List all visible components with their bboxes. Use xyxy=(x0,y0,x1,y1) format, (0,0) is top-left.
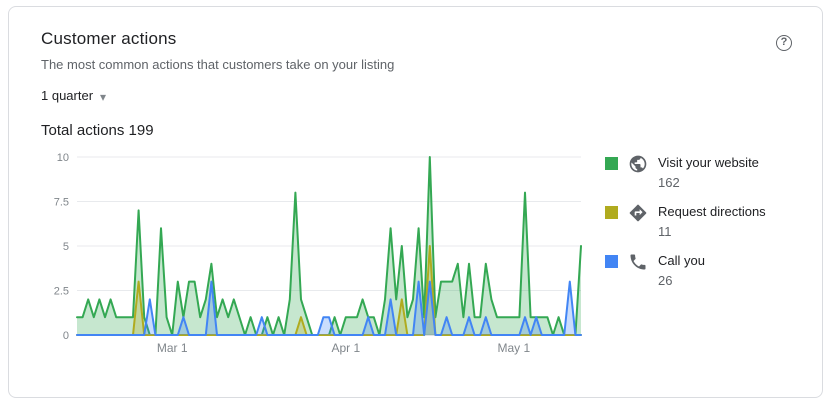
help-button[interactable]: ? xyxy=(776,33,792,51)
svg-text:5: 5 xyxy=(63,241,69,253)
legend-swatch-request-directions xyxy=(605,206,618,219)
legend-value: 162 xyxy=(658,175,680,190)
chart-legend: Visit your website 162 Request direction… xyxy=(605,155,766,288)
total-actions-label: Total actions 199 xyxy=(41,122,154,139)
legend-label: Request directions xyxy=(658,204,766,219)
period-dropdown[interactable]: 1 quarter ▾ xyxy=(41,88,106,103)
legend-text: Visit your website 162 xyxy=(658,155,759,190)
svg-text:10: 10 xyxy=(57,152,69,164)
page-title: Customer actions xyxy=(41,29,177,48)
legend-swatch-visit-website xyxy=(605,157,618,170)
svg-text:May 1: May 1 xyxy=(497,341,530,355)
phone-icon xyxy=(628,252,648,272)
help-icon: ? xyxy=(776,34,792,51)
legend-text: Request directions 11 xyxy=(658,204,766,239)
legend-swatch-call-you xyxy=(605,255,618,268)
legend-item-call-you: Call you 26 xyxy=(605,253,766,288)
customer-actions-chart: 0 2.5 5 7.5 10 Mar 1 Apr 1 May 1 xyxy=(54,152,582,355)
card-subtitle: The most common actions that customers t… xyxy=(41,57,395,72)
svg-text:7.5: 7.5 xyxy=(54,197,69,209)
legend-item-request-directions: Request directions 11 xyxy=(605,204,766,239)
period-dropdown-value: 1 quarter xyxy=(41,88,94,103)
card-header: Customer actions The most common actions… xyxy=(41,29,796,72)
svg-text:Apr 1: Apr 1 xyxy=(331,341,360,355)
customer-actions-card: Customer actions The most common actions… xyxy=(8,6,823,398)
chart-row: 0 2.5 5 7.5 10 Mar 1 Apr 1 May 1 Visit your web… xyxy=(41,147,796,361)
legend-label: Visit your website xyxy=(658,155,759,170)
legend-value: 26 xyxy=(658,273,673,288)
legend-label: Call you xyxy=(658,253,705,268)
svg-text:2.5: 2.5 xyxy=(54,286,69,298)
legend-value: 11 xyxy=(658,224,672,239)
svg-text:Mar 1: Mar 1 xyxy=(157,341,188,355)
directions-icon xyxy=(628,203,648,223)
header-text: Customer actions The most common actions… xyxy=(41,29,394,72)
legend-item-visit-website: Visit your website 162 xyxy=(605,155,766,190)
globe-icon xyxy=(628,154,648,174)
chevron-down-icon: ▾ xyxy=(100,89,107,104)
svg-text:0: 0 xyxy=(63,330,69,342)
legend-text: Call you 26 xyxy=(658,253,705,288)
